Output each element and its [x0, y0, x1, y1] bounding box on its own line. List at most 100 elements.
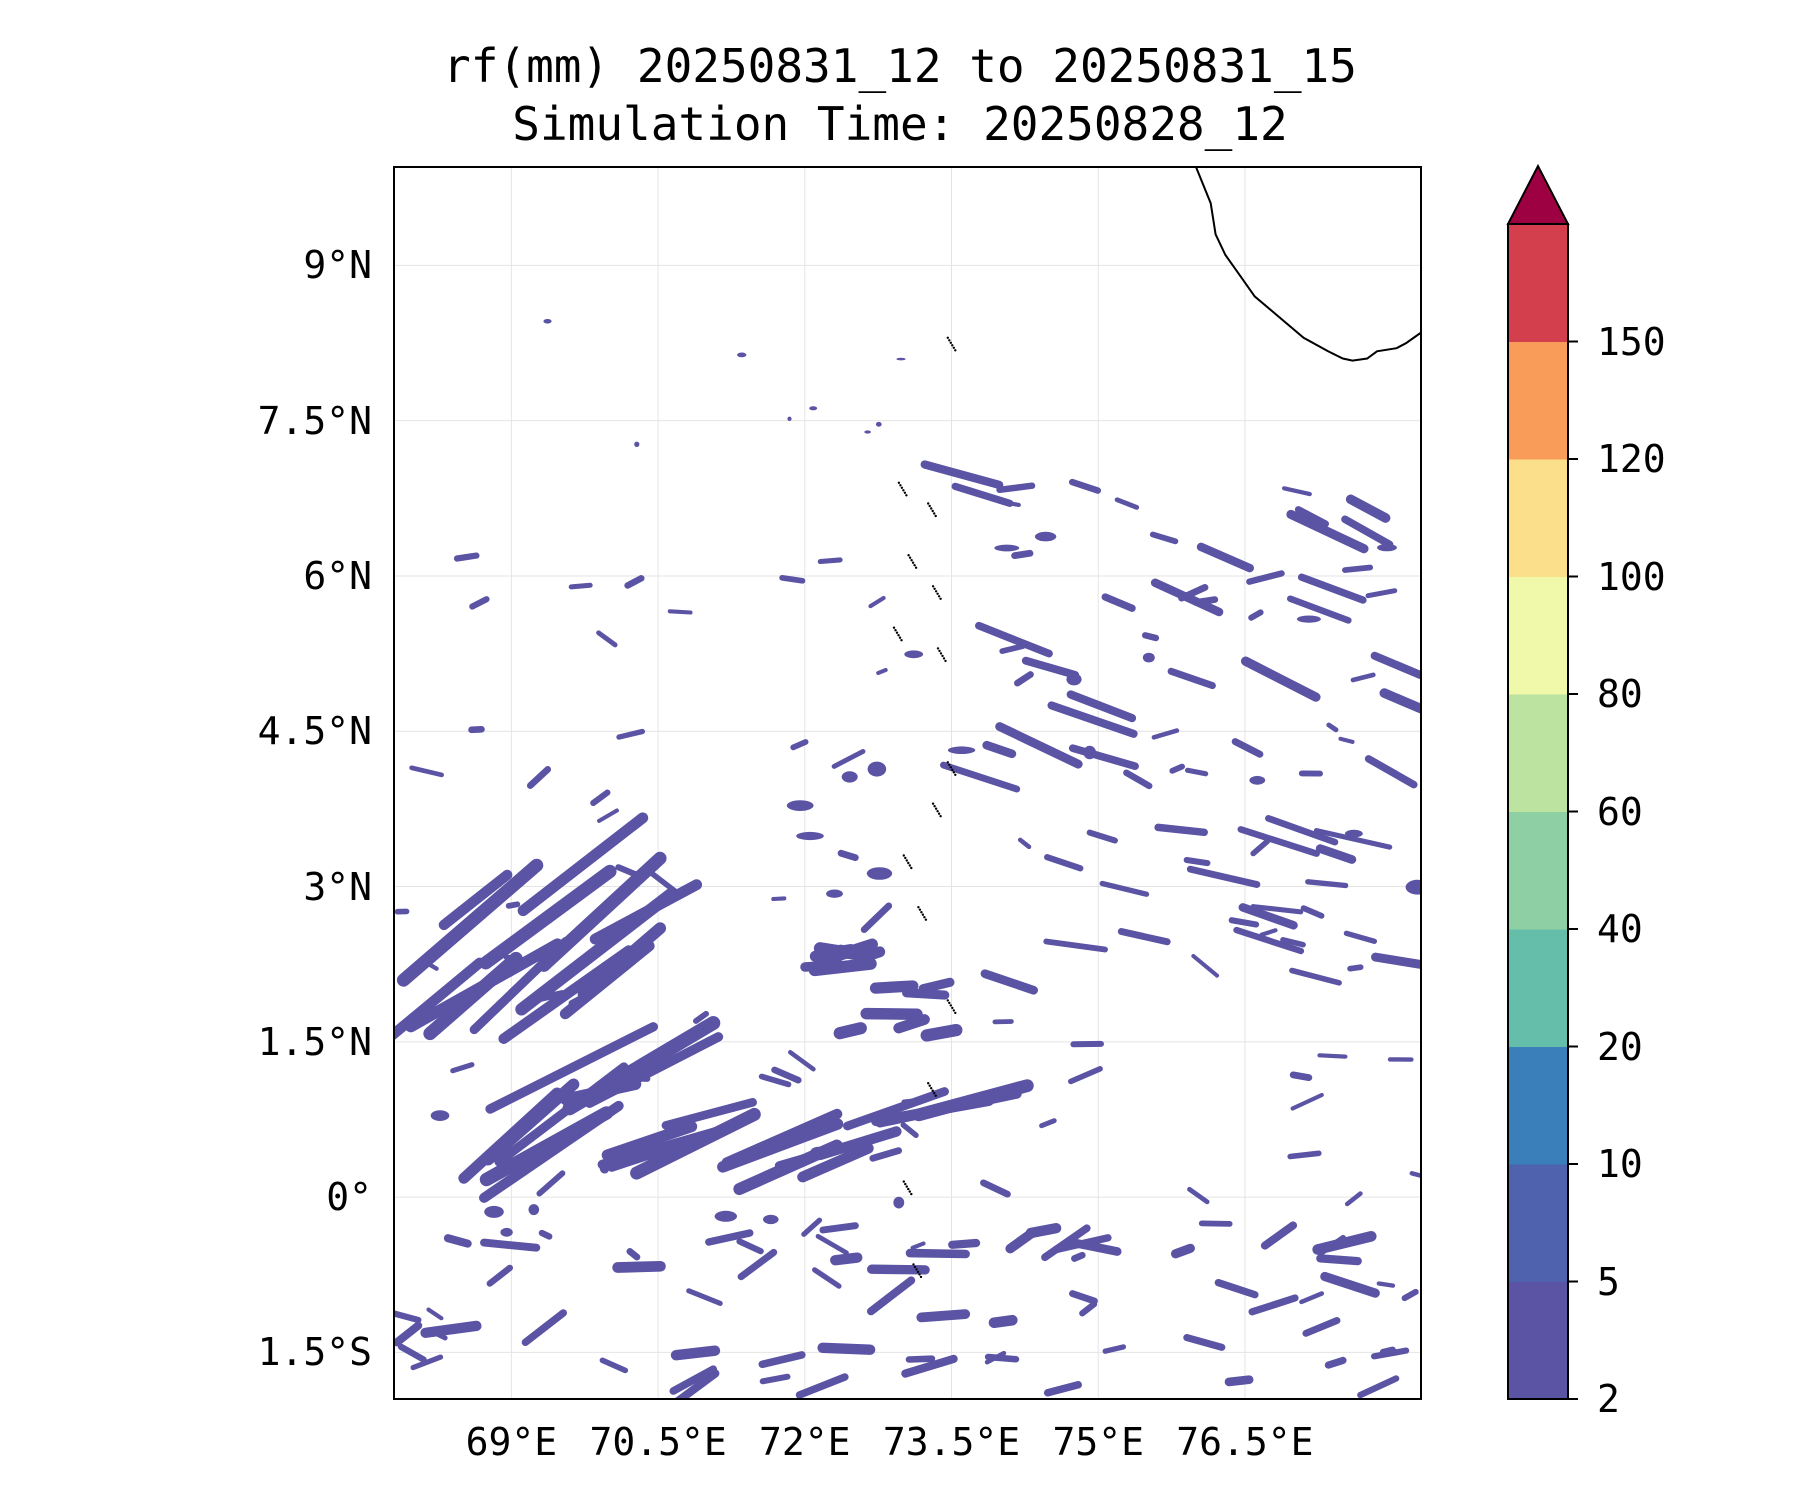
colorbar-tick-label: 10 [1597, 1142, 1643, 1186]
colorbar-bin [1508, 1046, 1568, 1165]
rain-patch [1302, 1317, 1341, 1337]
island-dot [900, 486, 904, 489]
rain-patch [1039, 1118, 1057, 1129]
rain-patch [630, 1107, 761, 1180]
rain-patch [1196, 542, 1255, 573]
rain-patch [626, 1248, 641, 1261]
rain-patch [1294, 506, 1329, 528]
rain-patch [714, 1210, 737, 1222]
island-dot [917, 906, 920, 909]
rain-patch [521, 1309, 567, 1347]
island-dot [927, 1082, 930, 1085]
island-dot [905, 1185, 908, 1188]
rain-patch [866, 867, 893, 880]
rain-patch [1376, 1281, 1396, 1288]
rain-patch [1043, 1381, 1082, 1397]
island-dot [911, 561, 915, 564]
rain-patch [615, 864, 639, 878]
rain-patch [758, 1073, 792, 1088]
rain-patch [559, 940, 655, 1020]
rain-patch [1043, 938, 1108, 953]
rain-patch [484, 1205, 504, 1218]
rain-patch [982, 740, 1017, 759]
rain-patch [1317, 1053, 1348, 1059]
rain-patch [1011, 549, 1034, 559]
rain-patch [867, 761, 887, 777]
rain-patch [482, 1078, 580, 1166]
colorbar-tick-label: 80 [1597, 672, 1643, 716]
rain-patch [407, 1010, 434, 1028]
rain-patch [469, 596, 490, 610]
rain-patch [1191, 954, 1220, 978]
rain-patch [1214, 1278, 1259, 1299]
rain-patch [814, 938, 878, 968]
rain-patch [812, 1267, 842, 1289]
colorbar-tick-label: 2 [1597, 1377, 1620, 1421]
rain-patch [686, 1288, 723, 1306]
rain-patch [1021, 656, 1080, 679]
rain-patch [634, 441, 640, 447]
rain-patch [787, 1050, 816, 1072]
rain-patch [1086, 829, 1118, 844]
rain-patch [597, 808, 619, 823]
rain-patch [1401, 1288, 1419, 1302]
rain-patch [599, 1357, 629, 1374]
lat-tick-label: 7.5°N [257, 398, 372, 443]
colorbar [1506, 163, 1578, 1400]
lon-tick-label: 70.5°E [589, 1420, 727, 1464]
island-dot [937, 812, 941, 815]
rain-patch [528, 1204, 540, 1216]
rain-patch [817, 557, 843, 565]
rain-patch [875, 421, 882, 427]
island-dot [949, 766, 952, 769]
island-dot [923, 916, 926, 919]
island-dot [907, 554, 910, 557]
rain-patch [831, 748, 866, 769]
rain-patch [1141, 632, 1160, 642]
island-dot [895, 631, 899, 634]
rain-patch [947, 746, 976, 754]
island-dot [944, 659, 947, 663]
rain-patch [787, 416, 792, 421]
rain-patch [420, 1320, 482, 1338]
island-dot [913, 1265, 917, 1269]
island-dot [931, 509, 934, 513]
island-dot [936, 592, 939, 595]
rain-patch [430, 1110, 450, 1121]
rain-patch [1370, 651, 1421, 680]
rain-patch [1167, 667, 1216, 690]
rain-patch [801, 1217, 823, 1237]
island-dot [952, 771, 955, 774]
india-coastline [1195, 167, 1421, 362]
rain-patch [612, 1260, 666, 1273]
rain-patch [624, 575, 645, 589]
island-dot [951, 768, 954, 771]
island-dot [902, 854, 905, 857]
island-dot [952, 346, 955, 349]
island-dot [933, 805, 936, 808]
island-dot [937, 595, 941, 598]
rain-patch [479, 864, 617, 970]
rain-patch [486, 1264, 513, 1287]
rain-patch [427, 962, 439, 971]
rain-patch [1345, 494, 1391, 523]
rain-patch [536, 1170, 566, 1197]
colorbar-bin [1508, 929, 1568, 1047]
rain-patch [1224, 1375, 1254, 1387]
rain-patch [394, 1321, 423, 1347]
island-dot [938, 649, 941, 653]
rain-patch [1198, 1220, 1233, 1227]
rain-patch [841, 771, 858, 783]
rain-patch [1233, 926, 1305, 955]
island-dot [948, 763, 951, 766]
rain-patch [779, 574, 806, 584]
rain-patch [1231, 738, 1264, 758]
rain-patch [1071, 1251, 1086, 1262]
island-dot [954, 773, 957, 776]
rain-patch [771, 1066, 802, 1084]
rain-patch [1320, 1271, 1380, 1298]
rain-patch [1405, 879, 1421, 895]
rain-patch [607, 956, 621, 969]
island-dot [912, 1263, 915, 1266]
rain-patch [854, 946, 886, 965]
